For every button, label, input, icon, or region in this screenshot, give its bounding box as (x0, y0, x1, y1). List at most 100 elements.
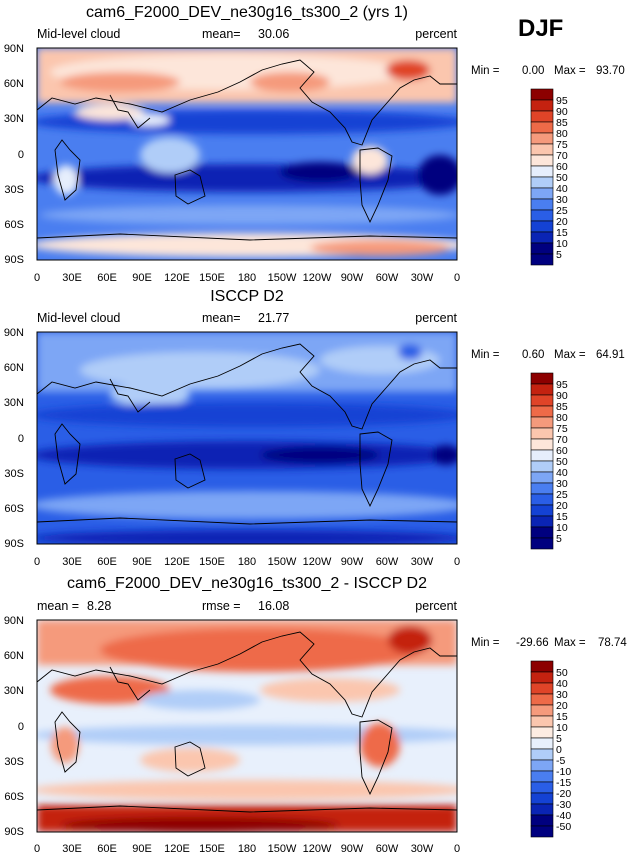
colorbar-label: 95 (556, 379, 568, 391)
lat-tick: 90S (4, 254, 24, 266)
panel-model: cam6_F2000_DEV_ne30g16_ts300_2 (yrs 1) M… (4, 4, 625, 284)
colorbar-label: 85 (556, 117, 568, 129)
lon-tick: 120E (164, 843, 190, 855)
min-value: 0.00 (522, 65, 544, 77)
colorbar-label: 90 (556, 106, 568, 118)
colorbar-swatch (530, 394, 554, 407)
lon-tick: 150E (199, 272, 225, 284)
lat-tick: 0 (18, 149, 24, 161)
lon-tick: 90E (132, 843, 152, 855)
colorbar-label: 30 (556, 478, 568, 490)
colorbar-swatch (530, 770, 554, 783)
min-label: Min = (471, 637, 500, 649)
mean-label: mean= (202, 311, 241, 325)
lon-tick: 120W (303, 843, 332, 855)
colorbar-swatch (530, 781, 554, 794)
lon-tick: 60E (97, 843, 117, 855)
mean-label: mean = (37, 599, 79, 613)
coastline (37, 631, 457, 813)
colorbar-swatch (530, 748, 554, 761)
colorbar-swatch (530, 121, 554, 134)
colorbar-swatch (530, 682, 554, 695)
colorbar-swatch (530, 792, 554, 805)
coastline (37, 343, 457, 525)
colorbar-swatch (530, 198, 554, 211)
colorbar-label: 30 (556, 689, 568, 701)
lon-ticks: 0 30E 60E 90E 120E 150E 180 150W 120W 90… (34, 556, 460, 568)
lon-tick: 150W (268, 843, 297, 855)
colorbar-swatch (530, 143, 554, 156)
min-label: Min = (471, 349, 500, 361)
colorbar-label: 70 (556, 150, 568, 162)
lat-ticks: 90N 60N 30N 0 30S 60S 90S (4, 327, 24, 550)
colorbar-swatch (530, 471, 554, 484)
colorbar-swatch (530, 438, 554, 451)
colorbar-label: 30 (556, 194, 568, 206)
colorbar-swatch (530, 660, 554, 673)
lat-tick: 60N (4, 362, 24, 374)
colorbar-label: 50 (556, 456, 568, 468)
max-label: Max = (554, 637, 586, 649)
lat-tick: 60N (4, 78, 24, 90)
colorbar-label: 5 (556, 533, 562, 545)
colorbar-swatch (530, 110, 554, 123)
colorbar-label: 10 (556, 522, 568, 534)
lon-tick: 60E (97, 272, 117, 284)
lat-tick: 90S (4, 538, 24, 550)
lon-tick: 60W (376, 272, 399, 284)
map-field (37, 332, 457, 544)
units-label: percent (415, 27, 457, 41)
colorbar-label: 20 (556, 500, 568, 512)
lat-tick: 30N (4, 397, 24, 409)
colorbar-label: 15 (556, 711, 568, 723)
lon-tick: 0 (34, 556, 40, 568)
lon-tick: 0 (454, 843, 460, 855)
colorbar-label: 10 (556, 238, 568, 250)
colorbar-swatch (530, 99, 554, 112)
colorbar-swatch (530, 460, 554, 473)
colorbar-swatch (530, 88, 554, 101)
lon-tick: 90W (341, 843, 364, 855)
lon-tick: 150W (268, 556, 297, 568)
lat-tick: 0 (18, 721, 24, 733)
colorbar-label: 85 (556, 401, 568, 413)
colorbar-swatch (530, 693, 554, 706)
colorbar-label: 70 (556, 434, 568, 446)
lat-tick: 90N (4, 615, 24, 627)
colorbar-swatch (530, 176, 554, 189)
max-label: Max = (554, 349, 586, 361)
colorbar-label: -15 (556, 777, 571, 789)
lon-tick: 120W (303, 272, 332, 284)
colorbar-label: 95 (556, 95, 568, 107)
colorbar-swatch (530, 405, 554, 418)
lon-tick: 0 (34, 843, 40, 855)
lon-tick: 90E (132, 556, 152, 568)
lat-tick: 90N (4, 327, 24, 339)
lon-tick: 60W (376, 843, 399, 855)
lon-ticks: 0 30E 60E 90E 120E 150E 180 150W 120W 90… (34, 272, 460, 284)
colorbar-swatch (530, 154, 554, 167)
colorbar-swatch (530, 242, 554, 255)
lat-tick: 30S (4, 756, 24, 768)
min-label: Min = (471, 65, 500, 77)
colorbar-label: 0 (556, 744, 562, 756)
colorbar-label: 40 (556, 183, 568, 195)
colorbar-swatch (530, 209, 554, 222)
colorbar-label: 20 (556, 700, 568, 712)
lon-tick: 30E (62, 556, 82, 568)
colorbar-swatch (530, 803, 554, 816)
lon-tick: 30E (62, 272, 82, 284)
colorbar-label: 60 (556, 445, 568, 457)
colorbar-swatch (530, 704, 554, 717)
colorbar-swatch (530, 737, 554, 750)
colorbar-swatch (530, 427, 554, 440)
lon-tick: 150E (199, 843, 225, 855)
colorbar-swatch (530, 482, 554, 495)
lon-tick: 30E (62, 843, 82, 855)
colorbar-swatch (530, 220, 554, 233)
lon-tick: 120E (164, 272, 190, 284)
lon-tick: 180 (238, 843, 256, 855)
lat-tick: 60S (4, 503, 24, 515)
